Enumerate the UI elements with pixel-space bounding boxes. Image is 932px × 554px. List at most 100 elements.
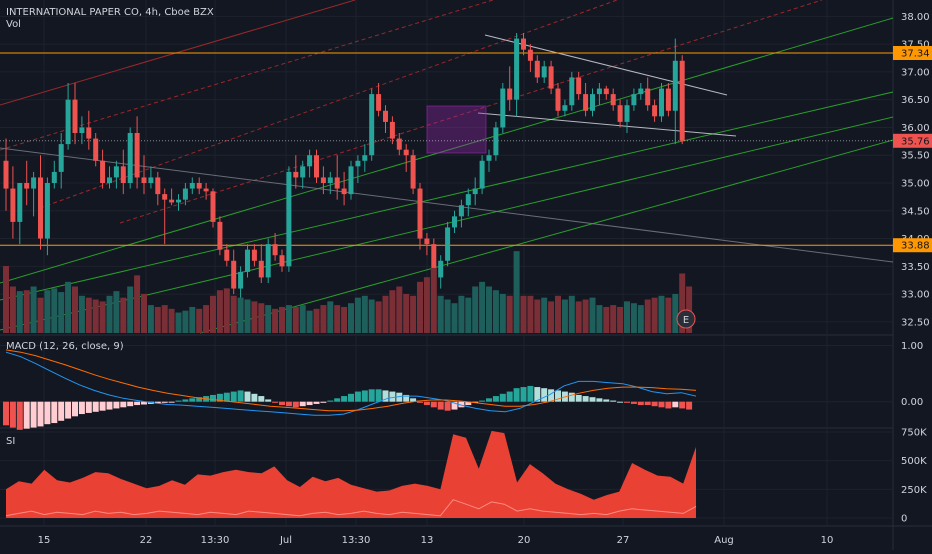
- candle[interactable]: [217, 216, 223, 256]
- candle[interactable]: [507, 66, 513, 111]
- candle[interactable]: [65, 83, 71, 150]
- candle[interactable]: [445, 221, 451, 267]
- candle[interactable]: [424, 233, 430, 256]
- candle[interactable]: [590, 88, 595, 117]
- si-area[interactable]: [6, 430, 696, 518]
- candle[interactable]: [438, 255, 444, 289]
- candle[interactable]: [10, 166, 16, 239]
- trendline-drawing[interactable]: [199, 139, 894, 334]
- candle[interactable]: [417, 183, 423, 250]
- candle[interactable]: [396, 133, 402, 156]
- candle[interactable]: [465, 188, 471, 217]
- candle[interactable]: [107, 166, 112, 189]
- candle[interactable]: [603, 85, 609, 100]
- candle[interactable]: [176, 194, 181, 211]
- candle[interactable]: [300, 160, 306, 189]
- candle[interactable]: [645, 77, 651, 111]
- candle[interactable]: [44, 177, 50, 256]
- candle[interactable]: [245, 244, 250, 278]
- candle[interactable]: [189, 177, 195, 195]
- candle[interactable]: [72, 83, 78, 145]
- candle[interactable]: [514, 33, 520, 117]
- candle[interactable]: [182, 183, 188, 206]
- price-pane[interactable]: [0, 0, 894, 334]
- candle[interactable]: [93, 133, 99, 167]
- candle[interactable]: [500, 83, 506, 133]
- candle[interactable]: [341, 171, 347, 206]
- si-legend[interactable]: SI: [6, 436, 16, 447]
- candle[interactable]: [355, 155, 361, 183]
- candle[interactable]: [659, 83, 664, 122]
- candle[interactable]: [555, 83, 561, 117]
- highlight-rectangle-drawing[interactable]: [426, 105, 487, 154]
- candle[interactable]: [113, 160, 119, 189]
- candle[interactable]: [141, 155, 147, 195]
- candle[interactable]: [362, 144, 368, 172]
- trendline-drawing[interactable]: [0, 17, 894, 284]
- candle[interactable]: [369, 88, 375, 161]
- candle[interactable]: [203, 183, 209, 200]
- candle[interactable]: [672, 38, 678, 145]
- candle[interactable]: [231, 249, 237, 295]
- candle[interactable]: [148, 166, 154, 189]
- candle[interactable]: [652, 99, 658, 122]
- candle[interactable]: [583, 83, 589, 117]
- candle[interactable]: [320, 166, 326, 195]
- candle[interactable]: [31, 171, 37, 217]
- candle[interactable]: [596, 83, 602, 106]
- candle[interactable]: [452, 210, 457, 233]
- candle[interactable]: [576, 71, 582, 100]
- candle[interactable]: [631, 88, 637, 111]
- candle[interactable]: [389, 116, 395, 145]
- candle[interactable]: [403, 144, 409, 172]
- trendline-drawing[interactable]: [0, 116, 894, 331]
- trendline-drawing[interactable]: [0, 91, 894, 301]
- candle[interactable]: [521, 33, 526, 56]
- candle[interactable]: [24, 160, 30, 206]
- candle[interactable]: [327, 171, 333, 195]
- candle[interactable]: [162, 188, 168, 245]
- candle[interactable]: [51, 160, 57, 189]
- earnings-marker[interactable]: E: [676, 309, 696, 329]
- candle[interactable]: [383, 105, 388, 133]
- candle[interactable]: [472, 177, 478, 206]
- candle[interactable]: [562, 99, 568, 117]
- candle[interactable]: [224, 244, 230, 267]
- candle[interactable]: [17, 183, 23, 245]
- trendline-drawing[interactable]: [477, 112, 737, 137]
- macd-pane[interactable]: [3, 349, 697, 430]
- candle[interactable]: [376, 83, 382, 117]
- symbol-legend[interactable]: INTERNATIONAL PAPER CO, 4h, Cboe BZX Vol: [6, 7, 214, 31]
- candle[interactable]: [120, 149, 126, 195]
- candle[interactable]: [58, 133, 64, 189]
- candle[interactable]: [638, 83, 644, 100]
- trendline-drawing[interactable]: [119, 0, 823, 224]
- candle[interactable]: [679, 55, 685, 145]
- candle[interactable]: [665, 83, 671, 117]
- candle[interactable]: [169, 188, 175, 206]
- candle[interactable]: [410, 149, 416, 195]
- si-pane[interactable]: [5, 430, 697, 518]
- candle[interactable]: [210, 188, 216, 228]
- macd-signal-line[interactable]: [5, 349, 697, 412]
- candle[interactable]: [286, 166, 292, 272]
- candle[interactable]: [38, 155, 43, 250]
- trendline-drawing[interactable]: [0, 147, 894, 263]
- candle[interactable]: [86, 110, 92, 150]
- candle[interactable]: [534, 55, 540, 83]
- candle[interactable]: [3, 138, 9, 211]
- candle[interactable]: [624, 99, 630, 133]
- candle[interactable]: [155, 171, 161, 206]
- candle[interactable]: [610, 88, 616, 111]
- candle[interactable]: [251, 244, 257, 267]
- candle[interactable]: [238, 266, 244, 300]
- candle[interactable]: [527, 44, 533, 72]
- macd-line[interactable]: [5, 351, 697, 416]
- candle[interactable]: [307, 149, 313, 178]
- candle[interactable]: [272, 233, 278, 261]
- candle[interactable]: [293, 155, 299, 189]
- candle[interactable]: [334, 155, 340, 200]
- candle[interactable]: [314, 149, 319, 183]
- candle[interactable]: [493, 121, 499, 161]
- candle[interactable]: [196, 177, 202, 195]
